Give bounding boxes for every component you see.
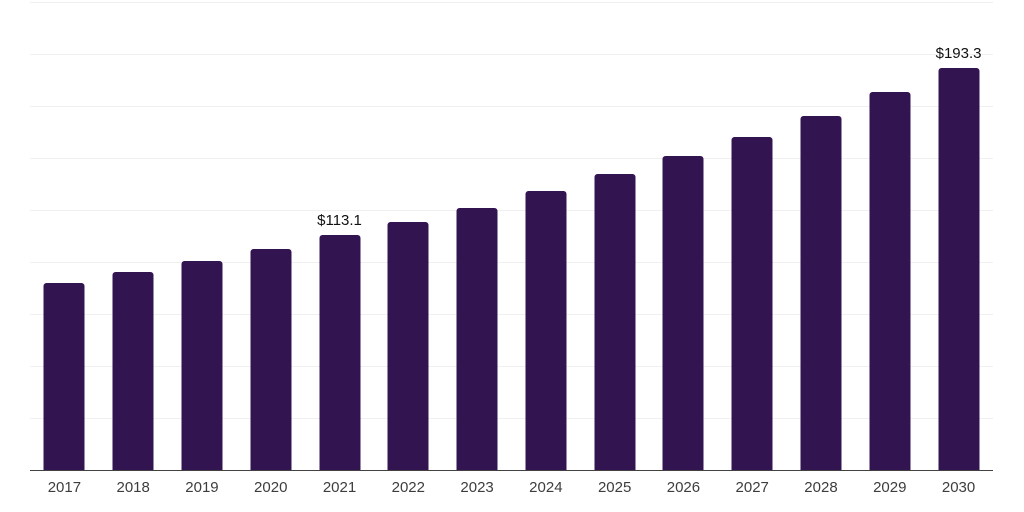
- data-label-2030: $193.3: [935, 44, 982, 62]
- x-tick-label-2018: 2018: [116, 479, 150, 496]
- bar-slot-2030: $193.3: [924, 2, 993, 470]
- bar-2029: [869, 92, 911, 470]
- x-tick-label-2023: 2023: [460, 479, 494, 496]
- x-tick-label-2022: 2022: [391, 479, 425, 496]
- bar-slot-2028: [787, 2, 856, 470]
- bar-slot-2025: [580, 2, 649, 470]
- data-label-2021: $113.1: [317, 211, 362, 229]
- bar-2017: [43, 283, 85, 470]
- x-tick-label-2020: 2020: [254, 479, 288, 496]
- bar-2018: [112, 272, 154, 470]
- gridline-200: [30, 54, 993, 56]
- x-tick-label-2029: 2029: [873, 479, 907, 496]
- x-tick-label-2030: 2030: [941, 479, 976, 496]
- bar-slot-2018: [99, 2, 168, 470]
- x-tick-label-2024: 2024: [529, 479, 563, 496]
- x-tick-label-2028: 2028: [804, 479, 838, 496]
- bar-slot-2029: [855, 2, 924, 470]
- bar-2025: [594, 174, 636, 470]
- bar-slot-2024: [511, 2, 580, 470]
- bar-2020: [250, 248, 292, 470]
- bar-2026: [662, 156, 704, 470]
- gridline-100: [30, 262, 993, 264]
- gridline-50: [30, 366, 993, 368]
- x-tick-label-2025: 2025: [597, 479, 632, 496]
- bar-slot-2022: [374, 2, 443, 470]
- bar-slot-2021: $113.1: [305, 2, 374, 470]
- gridline-175: [30, 106, 993, 107]
- bar-2030: [938, 67, 980, 470]
- bar-slot-2019: [168, 2, 237, 470]
- x-tick-label-2019: 2019: [185, 479, 219, 496]
- bar-2021: [319, 234, 361, 470]
- bar-slot-2027: [718, 2, 787, 470]
- bar-slot-2026: [649, 2, 718, 470]
- bar-slot-2020: [236, 2, 305, 470]
- x-tick-label-2017: 2017: [47, 479, 82, 496]
- bar-2024: [525, 190, 567, 470]
- x-tick-label-2021: 2021: [322, 479, 357, 496]
- x-tick-label-2026: 2026: [666, 479, 701, 496]
- bar-2022: [387, 221, 429, 470]
- bar-slot-2017: [30, 2, 99, 470]
- bar-2027: [731, 137, 773, 470]
- x-axis-labels: 2017 2018 2019 2020 2021 2022 2023 2024 2025 2026…: [30, 479, 993, 497]
- plot-area: $113.1 $193.3: [30, 2, 993, 471]
- gridline-150: [30, 158, 993, 160]
- bar-slot-2023: [443, 2, 512, 470]
- bars-container: $113.1 $193.3: [30, 2, 993, 470]
- x-tick-label-2027: 2027: [735, 479, 769, 496]
- gridline-25: [30, 418, 993, 420]
- gridline-75: [30, 314, 993, 316]
- bar-2023: [456, 207, 498, 470]
- bar-2028: [800, 115, 842, 470]
- bar-2019: [181, 261, 223, 470]
- gridline-125: [30, 210, 993, 211]
- gridline-225: [30, 2, 993, 3]
